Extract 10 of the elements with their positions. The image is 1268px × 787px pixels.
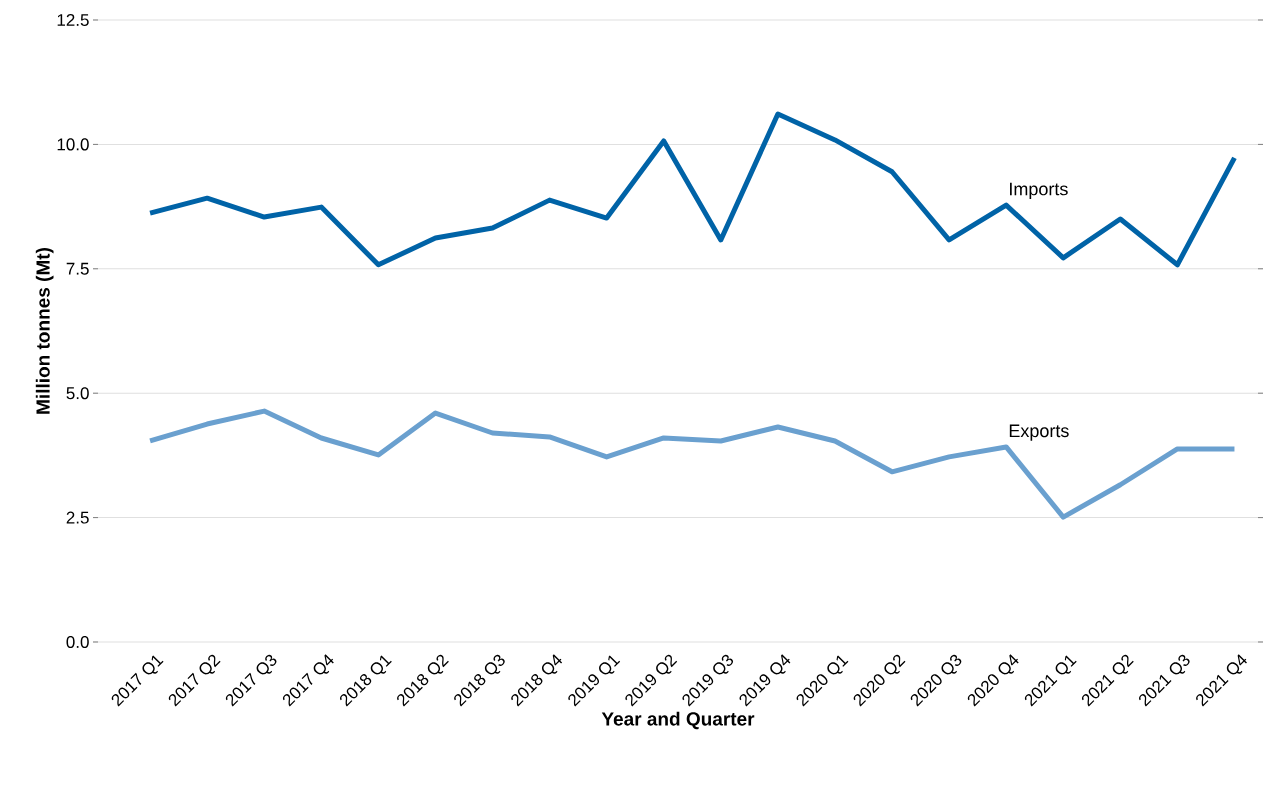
y-axis-title: Million tonnes (Mt)	[35, 248, 54, 414]
series-label: Exports	[1009, 424, 1069, 441]
y-tick-label: 7.5	[66, 262, 89, 275]
x-axis-title: Year and Quarter	[601, 711, 755, 730]
y-tick-label: 2.5	[66, 511, 89, 524]
series-label: Imports	[1010, 182, 1068, 199]
y-tick-label: 0.0	[66, 635, 89, 649]
y-tick-label: 12.5	[57, 13, 89, 27]
y-tick-label: 10.0	[57, 138, 89, 151]
y-tick-label: 5.0	[66, 387, 89, 400]
